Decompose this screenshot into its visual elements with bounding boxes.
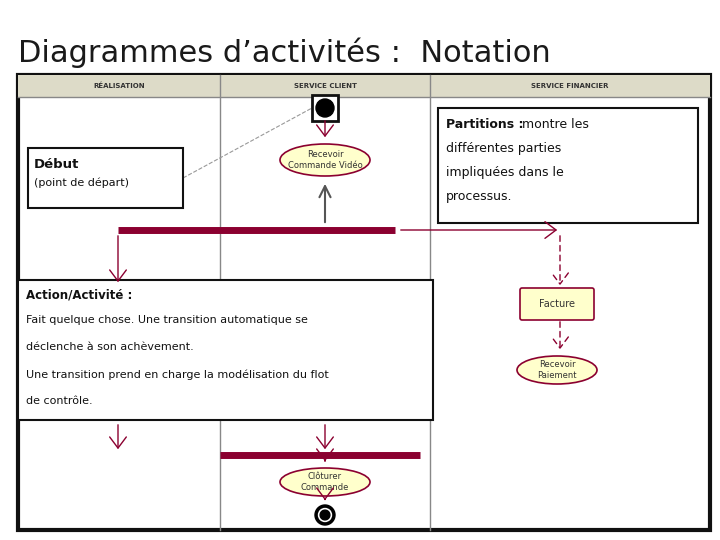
FancyBboxPatch shape	[520, 288, 594, 320]
Circle shape	[315, 505, 335, 525]
Text: Diagrammes d’activités :  Notation: Diagrammes d’activités : Notation	[18, 38, 551, 69]
Text: Partitions :: Partitions :	[446, 118, 523, 131]
Text: Fait quelque chose. Une transition automatique se: Fait quelque chose. Une transition autom…	[26, 315, 308, 325]
Text: processus.: processus.	[446, 190, 513, 203]
Bar	[18, 75, 710, 97]
Text: montre les: montre les	[518, 118, 589, 131]
Text: SERVICE FINANCIER: SERVICE FINANCIER	[531, 83, 608, 89]
Text: (point de départ): (point de départ)	[34, 178, 129, 188]
Text: Facture: Facture	[539, 299, 575, 309]
Text: Début: Début	[34, 158, 79, 171]
Text: Recevoir
Commande Vidéo: Recevoir Commande Vidéo	[287, 150, 362, 170]
Text: différentes parties: différentes parties	[446, 142, 562, 155]
Bar	[312, 95, 338, 121]
Text: de contrôle.: de contrôle.	[26, 396, 93, 406]
Text: RÉALISATION: RÉALISATION	[93, 83, 145, 89]
Bar	[18, 280, 433, 420]
Text: Clôturer
Commande: Clôturer Commande	[301, 472, 349, 492]
Circle shape	[318, 509, 331, 522]
Text: SERVICE CLIENT: SERVICE CLIENT	[294, 83, 356, 89]
Circle shape	[316, 99, 334, 117]
Text: Une transition prend en charge la modélisation du flot: Une transition prend en charge la modéli…	[26, 369, 329, 380]
Text: déclenche à son achèvement.: déclenche à son achèvement.	[26, 342, 194, 352]
Bar	[438, 108, 698, 223]
Text: impliquées dans le: impliquées dans le	[446, 166, 564, 179]
Ellipse shape	[517, 356, 597, 384]
Bar	[18, 75, 710, 530]
Bar	[28, 148, 183, 208]
Ellipse shape	[280, 144, 370, 176]
Ellipse shape	[280, 468, 370, 496]
Text: Recevoir
Paiement: Recevoir Paiement	[537, 360, 577, 380]
Circle shape	[320, 510, 330, 520]
Text: Action/Activité :: Action/Activité :	[26, 288, 132, 301]
